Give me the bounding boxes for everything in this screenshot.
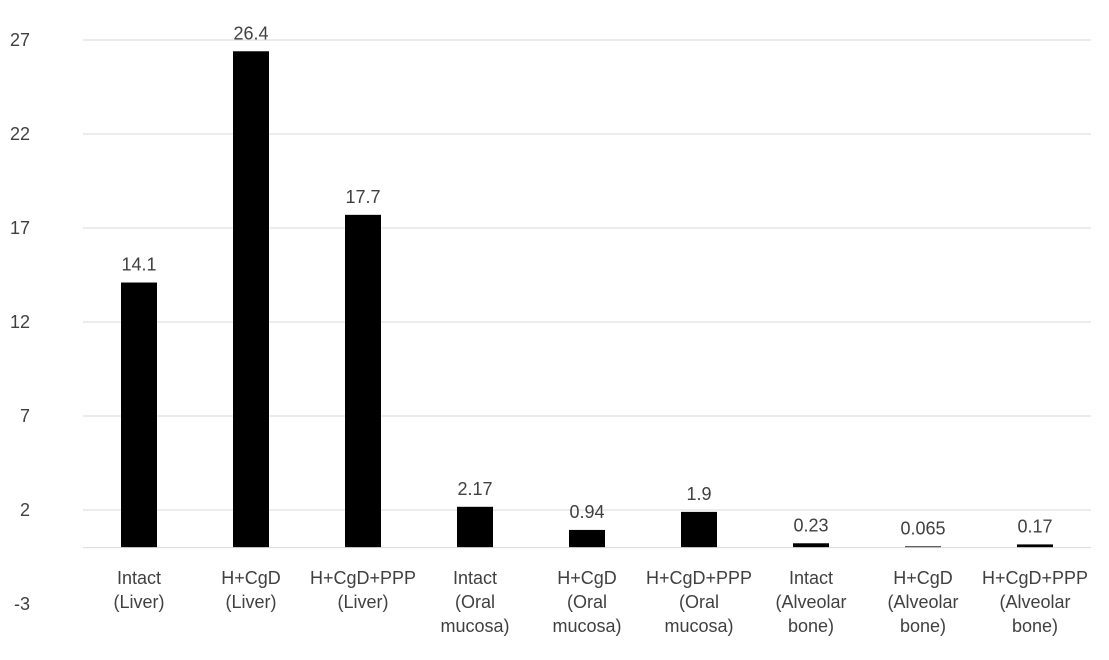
category-label-line: (Oral xyxy=(455,592,495,612)
category-label: Intact (Liver) xyxy=(113,568,164,612)
data-label: 2.17 xyxy=(457,479,492,499)
category-label-line: (Alveolar xyxy=(999,592,1070,612)
y-tick-label: -3 xyxy=(14,594,30,614)
category-label: H+CgD (Oral mucosa) xyxy=(552,568,621,636)
category-label-line: H+CgD xyxy=(221,568,281,588)
bar xyxy=(569,529,605,548)
bar xyxy=(1017,544,1053,548)
category-label-line: H+CgD+PPP xyxy=(982,568,1088,588)
bar xyxy=(345,214,381,548)
data-label: 0.17 xyxy=(1017,516,1052,536)
data-label: 26.4 xyxy=(233,23,268,43)
y-tick-label: 7 xyxy=(20,406,30,426)
category-label-line: (Liver) xyxy=(113,592,164,612)
category-label: H+CgD (Liver) xyxy=(221,568,281,612)
category-label-line: Intact xyxy=(789,568,833,588)
data-labels: 14.1 26.4 17.7 2.17 0.94 1.9 0.23 0.065 0.17 xyxy=(121,23,1052,538)
bars xyxy=(121,51,1053,548)
category-label-line: bone) xyxy=(1012,616,1058,636)
y-tick-label: 17 xyxy=(10,218,30,238)
category-label-line: mucosa) xyxy=(440,616,509,636)
category-label-line: (Oral xyxy=(679,592,719,612)
category-label-line: bone) xyxy=(900,616,946,636)
category-label-line: mucosa) xyxy=(664,616,733,636)
y-tick-label: 22 xyxy=(10,124,30,144)
category-label: H+CgD+PPP (Alveolar bone) xyxy=(982,568,1088,636)
data-label: 17.7 xyxy=(345,187,380,207)
data-label: 1.9 xyxy=(686,484,711,504)
category-label: H+CgD (Alveolar bone) xyxy=(887,568,958,636)
category-labels: Intact (Liver) H+CgD (Liver) H+CgD+PPP (Liver… xyxy=(113,568,1088,636)
category-label-line: Intact xyxy=(453,568,497,588)
category-label: Intact (Oral mucosa) xyxy=(440,568,509,636)
category-label-line: H+CgD xyxy=(893,568,953,588)
category-label-line: (Liver) xyxy=(337,592,388,612)
category-label-line: (Liver) xyxy=(225,592,276,612)
category-label-line: (Oral xyxy=(567,592,607,612)
data-label: 0.23 xyxy=(793,515,828,535)
bar xyxy=(121,282,157,548)
bar xyxy=(793,543,829,548)
category-label-line: Intact xyxy=(117,568,161,588)
y-tick-label: 2 xyxy=(20,500,30,520)
category-label-line: (Alveolar xyxy=(887,592,958,612)
bar xyxy=(457,506,493,548)
bar xyxy=(905,546,941,548)
category-label-line: (Alveolar xyxy=(775,592,846,612)
category-label-line: H+CgD+PPP xyxy=(310,568,416,588)
category-label-line: H+CgD+PPP xyxy=(646,568,752,588)
data-label: 0.94 xyxy=(569,502,604,522)
y-tick-label: 12 xyxy=(10,312,30,332)
category-label: Intact (Alveolar bone) xyxy=(775,568,846,636)
category-label: H+CgD+PPP (Oral mucosa) xyxy=(646,568,752,636)
data-label: 0.065 xyxy=(900,518,945,538)
data-label: 14.1 xyxy=(121,255,156,275)
category-label-line: H+CgD xyxy=(557,568,617,588)
y-tick-label: 27 xyxy=(10,30,30,50)
category-label-line: mucosa) xyxy=(552,616,621,636)
bar xyxy=(233,51,269,548)
category-label-line: bone) xyxy=(788,616,834,636)
bar xyxy=(681,511,717,548)
category-label: H+CgD+PPP (Liver) xyxy=(310,568,416,612)
